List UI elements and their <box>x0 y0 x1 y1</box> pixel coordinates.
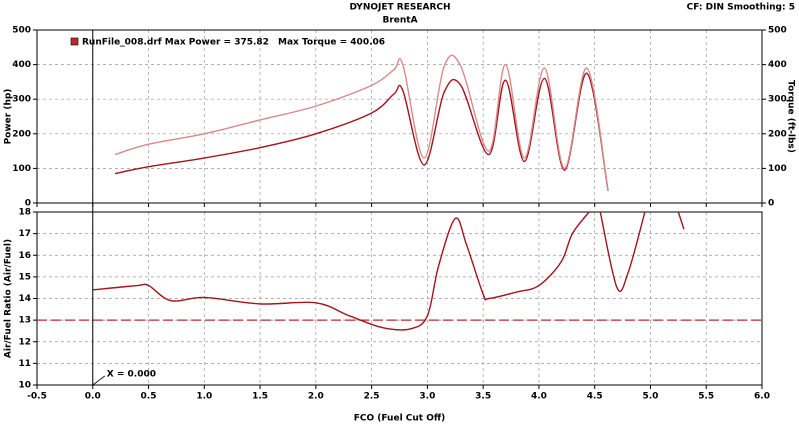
x-tick-label: 3.0 <box>419 392 435 402</box>
y-tick-label: 14 <box>18 294 31 304</box>
y-tick-label: 18 <box>18 208 31 218</box>
y2-tick-label: 500 <box>768 26 787 36</box>
y2-axis-label: Torque (ft-lbs) <box>786 80 796 153</box>
y2-tick-label: 100 <box>768 164 787 174</box>
x-tick-label: 1.0 <box>196 392 212 402</box>
y-tick-label: 15 <box>18 272 31 282</box>
y-tick-label: 12 <box>18 337 31 347</box>
annotation: X = 0.000 <box>107 370 156 380</box>
y-tick-label: 300 <box>12 95 31 105</box>
y-tick-label: 13 <box>18 316 31 326</box>
y2-tick-label: 0 <box>768 199 774 209</box>
x-tick-label: 2.0 <box>308 392 324 402</box>
legend-label: Max Torque = 400.06 <box>278 38 385 48</box>
x-tick-label: 6.0 <box>754 392 770 402</box>
settings: CF: DIN Smoothing: 5 <box>687 3 795 13</box>
x-tick-label: 3.5 <box>475 392 491 402</box>
y-tick-label: 10 <box>18 381 31 391</box>
data-line <box>114 72 609 192</box>
y-axis-label: Air/Fuel Ratio (Air/Fuel) <box>4 239 14 358</box>
chart-title: DYNOJET RESEARCH <box>349 3 450 13</box>
legend-label: RunFile_008.drf Max Power = 375.82 <box>82 38 269 48</box>
annotation-pointer <box>92 375 106 386</box>
chart-subtitle: BrentA <box>382 16 417 26</box>
data-line <box>114 54 609 192</box>
y2-tick-label: 400 <box>768 60 787 70</box>
x-tick-label: 5.5 <box>698 392 714 402</box>
plot-frame <box>36 211 763 386</box>
x-tick-label: 4.0 <box>531 392 547 402</box>
y-tick-label: 0 <box>25 199 31 209</box>
series-group <box>92 212 685 331</box>
y-tick-label: 200 <box>12 129 31 139</box>
y-axis-label: Power (hp) <box>4 89 14 145</box>
x-tick-label: 1.5 <box>252 392 268 402</box>
y2-tick-label: 300 <box>768 95 787 105</box>
y-tick-label: 100 <box>12 164 31 174</box>
x-tick-label: 0.0 <box>85 392 101 402</box>
x-axis-label: FCO (Fuel Cut Off) <box>354 414 446 424</box>
plot-frame <box>36 29 763 204</box>
x-tick-label: 0.5 <box>141 392 157 402</box>
x-tick-label: 5.0 <box>642 392 658 402</box>
series-group <box>114 54 609 192</box>
x-tick-label: 2.5 <box>364 392 380 402</box>
data-line <box>92 212 685 331</box>
x-tick-label: -0.5 <box>27 392 47 402</box>
y-tick-label: 17 <box>18 229 31 239</box>
y-tick-label: 400 <box>12 60 31 70</box>
y-tick-label: 16 <box>18 251 31 261</box>
y-tick-label: 500 <box>12 26 31 36</box>
y-tick-label: 11 <box>18 359 31 369</box>
legend-swatch <box>70 37 79 46</box>
x-tick-label: 4.5 <box>587 392 603 402</box>
y2-tick-label: 200 <box>768 129 787 139</box>
